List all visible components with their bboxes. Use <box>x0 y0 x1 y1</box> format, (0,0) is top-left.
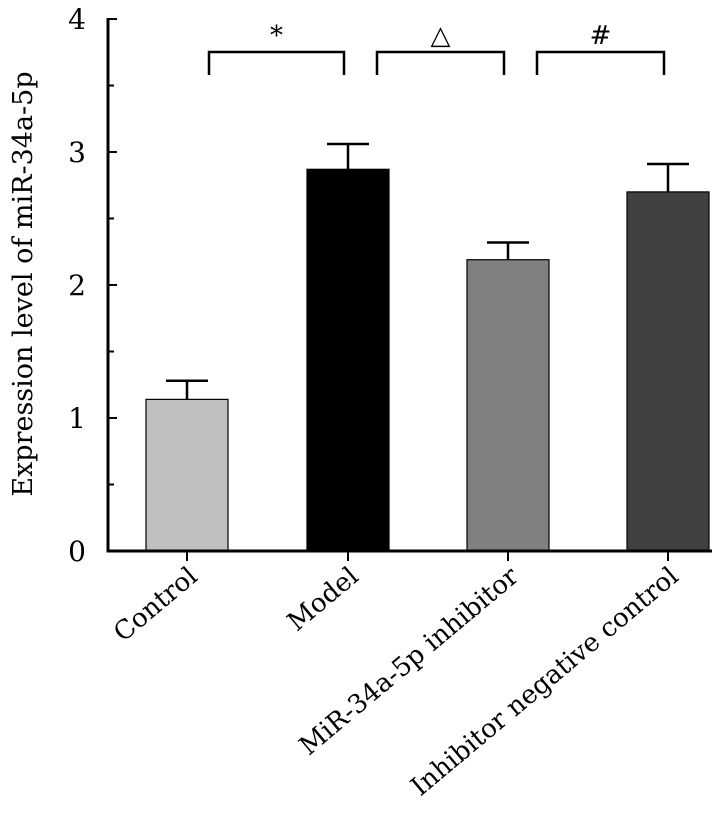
significance-bracket-1 <box>207 50 346 75</box>
significance-label-2: △ <box>431 21 451 51</box>
y-tick-label: 1 <box>68 402 86 435</box>
bar-2 <box>306 168 390 552</box>
y-axis-title: Expression level of miR-34a-5p <box>8 71 39 496</box>
significance-bracket-3 <box>535 50 666 75</box>
significance-label-1: * <box>270 21 283 51</box>
bar-3 <box>466 259 550 552</box>
significance-label-3: # <box>590 21 612 51</box>
y-tick-label: 4 <box>68 3 86 36</box>
significance-bracket-2 <box>375 50 506 75</box>
bar-4 <box>626 191 710 552</box>
x-tick-label: Control <box>108 561 203 648</box>
y-tick-label: 2 <box>68 269 86 302</box>
y-tick-label: 3 <box>68 136 86 169</box>
y-tick-label: 0 <box>68 535 86 568</box>
x-tick-label: Inhibitor negative control <box>406 561 685 802</box>
bar-1 <box>145 398 229 552</box>
x-tick-label: Model <box>282 561 365 637</box>
